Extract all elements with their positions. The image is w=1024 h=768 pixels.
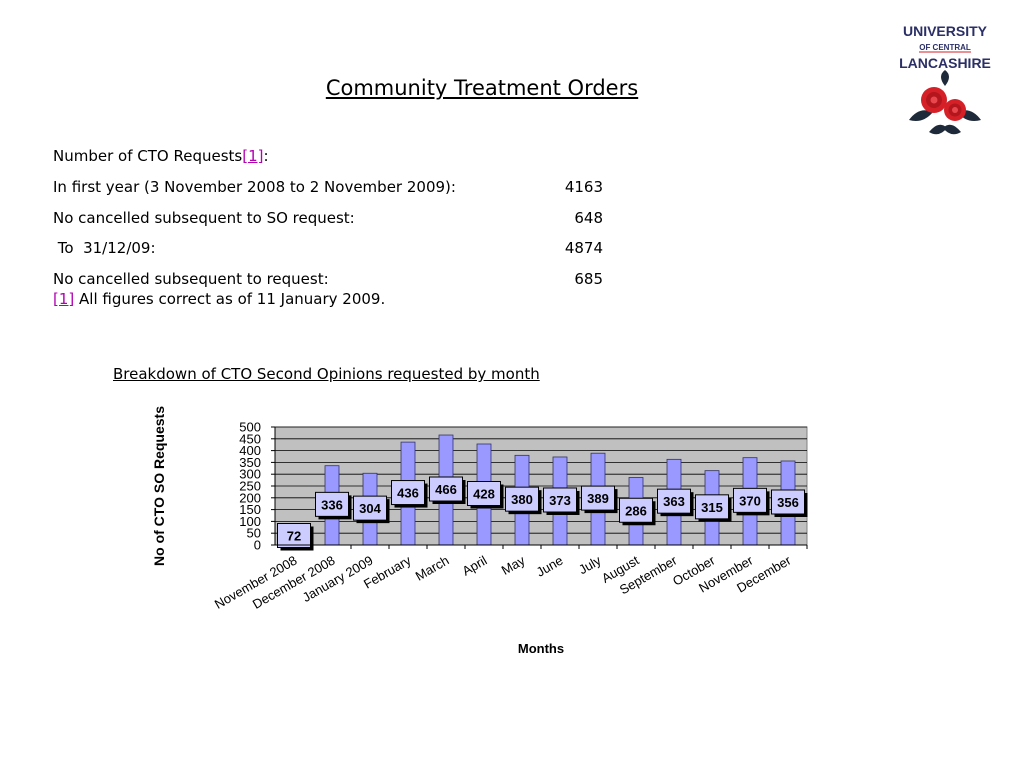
university-logo: UNIVERSITY OF CENTRAL LANCASHIRE xyxy=(889,20,1005,144)
row-label-cancelled: No cancelled subsequent to request: xyxy=(53,270,329,288)
data-label: 389 xyxy=(587,491,609,506)
x-tick-label: June xyxy=(534,553,566,580)
y-tick-label: 450 xyxy=(239,431,261,446)
x-tick-label: April xyxy=(459,553,489,579)
y-tick-label: 400 xyxy=(239,443,261,458)
x-axis-label: Months xyxy=(518,641,564,656)
cto-requests-heading-text: Number of CTO Requests xyxy=(53,147,243,165)
x-tick-label: May xyxy=(499,552,528,578)
y-tick-label: 50 xyxy=(247,526,261,541)
data-label: 466 xyxy=(435,482,457,497)
data-label: 363 xyxy=(663,494,685,509)
data-label-box xyxy=(543,487,577,513)
y-tick-label: 300 xyxy=(239,467,261,482)
heading-colon: : xyxy=(263,147,269,165)
y-tick-label: 200 xyxy=(239,490,261,505)
data-label-box xyxy=(581,485,615,511)
data-label-box xyxy=(429,476,463,502)
data-label-box xyxy=(353,495,387,521)
x-tick-label: March xyxy=(413,553,452,584)
data-label-box xyxy=(619,497,653,523)
data-label-box xyxy=(657,488,691,514)
footnote-anchor-link[interactable]: [1] xyxy=(53,290,75,308)
data-label: 72 xyxy=(287,529,301,544)
y-tick-label: 0 xyxy=(254,538,261,553)
data-label: 315 xyxy=(701,500,723,515)
data-label-box xyxy=(391,480,425,506)
data-label-box xyxy=(695,494,729,520)
data-label-box xyxy=(467,480,501,506)
data-label-box xyxy=(771,489,805,515)
row-value-cancelled-so: 648 xyxy=(574,209,603,227)
chart-heading: Breakdown of CTO Second Opinions request… xyxy=(113,365,540,383)
svg-text:UNIVERSITY: UNIVERSITY xyxy=(903,23,988,39)
data-label: 380 xyxy=(511,492,533,507)
row-label-first-year: In first year (3 November 2008 to 2 Nove… xyxy=(53,178,456,196)
row-value-cancelled: 685 xyxy=(574,270,603,288)
footnote-ref-link[interactable]: [1] xyxy=(242,147,264,165)
row-label-cancelled-so: No cancelled subsequent to SO request: xyxy=(53,209,355,227)
y-tick-label: 500 xyxy=(239,420,261,435)
row-value-first-year: 4163 xyxy=(564,178,603,196)
svg-text:OF CENTRAL: OF CENTRAL xyxy=(919,43,971,52)
data-label: 336 xyxy=(321,497,343,512)
page-title: Community Treatment Orders xyxy=(325,76,639,100)
y-tick-label: 250 xyxy=(239,479,261,494)
row-value-to-date: 4874 xyxy=(564,239,603,257)
data-label: 304 xyxy=(359,501,381,516)
y-tick-label: 100 xyxy=(239,514,261,529)
data-label: 373 xyxy=(549,493,571,508)
footnote-text: All figures correct as of 11 January 200… xyxy=(74,290,386,308)
data-label-box xyxy=(733,487,767,513)
svg-text:LANCASHIRE: LANCASHIRE xyxy=(899,55,991,71)
data-label: 356 xyxy=(777,495,799,510)
cto-requests-heading: Number of CTO Requests[1]: xyxy=(53,147,269,165)
data-label: 286 xyxy=(625,503,647,518)
y-tick-label: 150 xyxy=(239,502,261,517)
data-label-box xyxy=(315,491,349,517)
data-label: 428 xyxy=(473,486,495,501)
data-label-box xyxy=(505,486,539,512)
row-label-to-date: To 31/12/09: xyxy=(53,239,156,257)
y-axis-label: No of CTO SO Requests xyxy=(151,406,167,566)
data-label-box xyxy=(277,523,311,549)
data-label: 436 xyxy=(397,486,419,501)
y-tick-label: 350 xyxy=(239,455,261,470)
data-label: 370 xyxy=(739,493,761,508)
footnote: [1] All figures correct as of 11 January… xyxy=(53,290,385,308)
